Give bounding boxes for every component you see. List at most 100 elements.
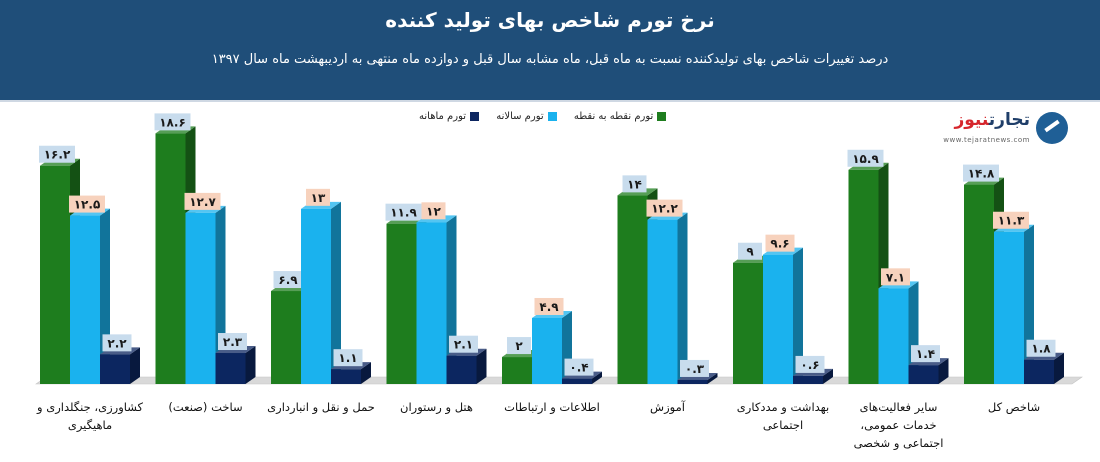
data-label-box xyxy=(622,175,647,193)
category-label: ساخت (صنعت) xyxy=(168,400,243,414)
bar-monthly xyxy=(446,355,477,384)
chart-subtitle: درصد تغییرات شاخص بهای تولیدکننده نسبت ب… xyxy=(211,52,889,67)
bar-group: ۲ ۴.۹ ۰.۴ xyxy=(502,297,602,384)
header-banner: نرخ تورم شاخص بهای تولید کننده درصد تغیی… xyxy=(0,0,1100,102)
bar-point-to-point xyxy=(40,165,70,384)
data-label-box xyxy=(881,268,910,286)
data-label-box xyxy=(333,349,363,367)
bar-group: ۱۱.۹ ۱۲ ۲.۱ xyxy=(385,202,487,384)
logo-name-part1: تجارت xyxy=(988,110,1030,130)
data-label-box xyxy=(449,335,478,353)
bar-annual xyxy=(185,212,216,384)
data-label-box xyxy=(306,188,330,206)
data-label-box xyxy=(184,192,221,210)
bar-monthly xyxy=(677,379,708,384)
data-label-box xyxy=(534,297,564,315)
legend-swatch xyxy=(470,112,480,121)
data-label-box xyxy=(1026,339,1056,357)
chart-legend: تورم نقطه به نقطه تورم سالانه تورم ماهان… xyxy=(405,111,667,125)
category-label: شاخص کل xyxy=(987,400,1041,414)
data-label: ۱۲ xyxy=(426,204,441,218)
data-label-box xyxy=(646,199,683,217)
data-label: ۹ xyxy=(746,245,754,259)
bar-monthly xyxy=(331,369,361,384)
data-label: ۰.۶ xyxy=(800,358,819,372)
data-label-box xyxy=(69,195,105,213)
logo-url: www.tejaratnews.com xyxy=(943,136,1030,144)
data-label-box xyxy=(847,149,884,167)
data-label: ۱۴ xyxy=(627,177,642,191)
bar-annual xyxy=(878,288,909,384)
bar-point-to-point xyxy=(386,223,417,384)
data-label: ۲.۳ xyxy=(223,335,243,349)
data-label: ۱۳ xyxy=(311,191,326,205)
bar-monthly xyxy=(562,378,592,384)
data-label: ۴.۹ xyxy=(539,300,559,314)
category-label: آموزش xyxy=(650,400,685,414)
legend-label: تورم سالانه xyxy=(496,111,544,122)
bar-group: ۱۶.۲ ۱۲.۵ ۲.۲ xyxy=(39,145,140,384)
bar-monthly-side xyxy=(707,372,718,384)
bar-point-to-point xyxy=(155,133,186,384)
bar-point-to-point xyxy=(271,291,301,384)
tejarat-news-logo: تجارتنیوز www.tejaratnews.com xyxy=(920,108,1070,154)
data-label-box xyxy=(963,164,999,182)
bar-annual-side xyxy=(331,201,341,384)
category-label: کشاورزی، جنگلداری و ماهیگیری xyxy=(37,400,143,432)
bar-monthly-side xyxy=(130,347,140,384)
data-label-box xyxy=(795,355,825,373)
data-label-box xyxy=(911,345,940,363)
data-label: ۱۴.۸ xyxy=(968,167,995,181)
category-label: بهداشت و مددکاری اجتماعی xyxy=(736,400,830,432)
data-label-box xyxy=(738,242,762,260)
data-label: ۱۲.۷ xyxy=(189,195,216,209)
data-label-box xyxy=(765,234,795,252)
bar-monthly-side xyxy=(476,348,487,384)
bar-group: ۱۴.۸ ۱۱.۳ ۱.۸ xyxy=(963,164,1064,384)
bar-monthly-side xyxy=(1054,352,1064,384)
data-label-box xyxy=(102,334,132,352)
bar-annual xyxy=(301,208,331,384)
data-label: ۲.۱ xyxy=(454,338,473,352)
bar-monthly xyxy=(908,365,939,384)
bar-monthly-side xyxy=(592,371,602,384)
bar-group: ۶.۹ ۱۳ ۱.۱ xyxy=(271,188,371,384)
bar-annual-side xyxy=(677,212,688,384)
data-label-box xyxy=(993,211,1029,229)
data-label: ۲ xyxy=(515,339,523,353)
legend-item-monthly: تورم ماهانه xyxy=(419,111,480,123)
bar-point-to-point xyxy=(964,184,994,384)
data-label: ۲.۲ xyxy=(107,336,127,350)
bar-point-to-point xyxy=(617,195,648,384)
bar-monthly-side xyxy=(361,362,371,384)
data-label: ۱۶.۲ xyxy=(44,148,71,162)
bar-monthly-side xyxy=(938,358,949,384)
data-label-box xyxy=(39,145,75,163)
logo-mark-icon xyxy=(1036,112,1068,144)
data-label-box xyxy=(154,113,191,131)
data-label: ۱۵.۹ xyxy=(852,152,879,166)
logo-name-part2: نیوز xyxy=(954,110,989,130)
legend-label: تورم ماهانه xyxy=(419,111,467,122)
category-label: حمل و نقل و انبارداری xyxy=(267,400,375,414)
chart-title: نرخ تورم شاخص بهای تولید کننده xyxy=(385,8,715,32)
bar-annual xyxy=(647,219,678,384)
data-label-box xyxy=(507,337,531,355)
data-label-box xyxy=(680,359,709,377)
bar-annual xyxy=(994,231,1024,384)
legend-item-point-to-point: تورم نقطه به نقطه xyxy=(574,111,667,123)
bar-group: ۱۴ ۱۲.۲ ۰.۳ xyxy=(617,175,718,384)
bar-group: ۹ ۹.۶ ۰.۶ xyxy=(733,234,833,384)
data-label-box xyxy=(273,271,303,289)
bar-annual xyxy=(416,222,447,384)
data-label: ۱۱.۳ xyxy=(998,214,1025,228)
bar-annual xyxy=(532,317,562,384)
bar-monthly xyxy=(1024,359,1054,384)
data-label: ۹.۶ xyxy=(770,237,789,251)
bar-monthly xyxy=(793,375,823,384)
data-label: ۰.۳ xyxy=(685,362,705,376)
bar-annual xyxy=(70,215,100,384)
data-label: ۱.۱ xyxy=(338,351,357,365)
bar-monthly xyxy=(215,353,246,384)
